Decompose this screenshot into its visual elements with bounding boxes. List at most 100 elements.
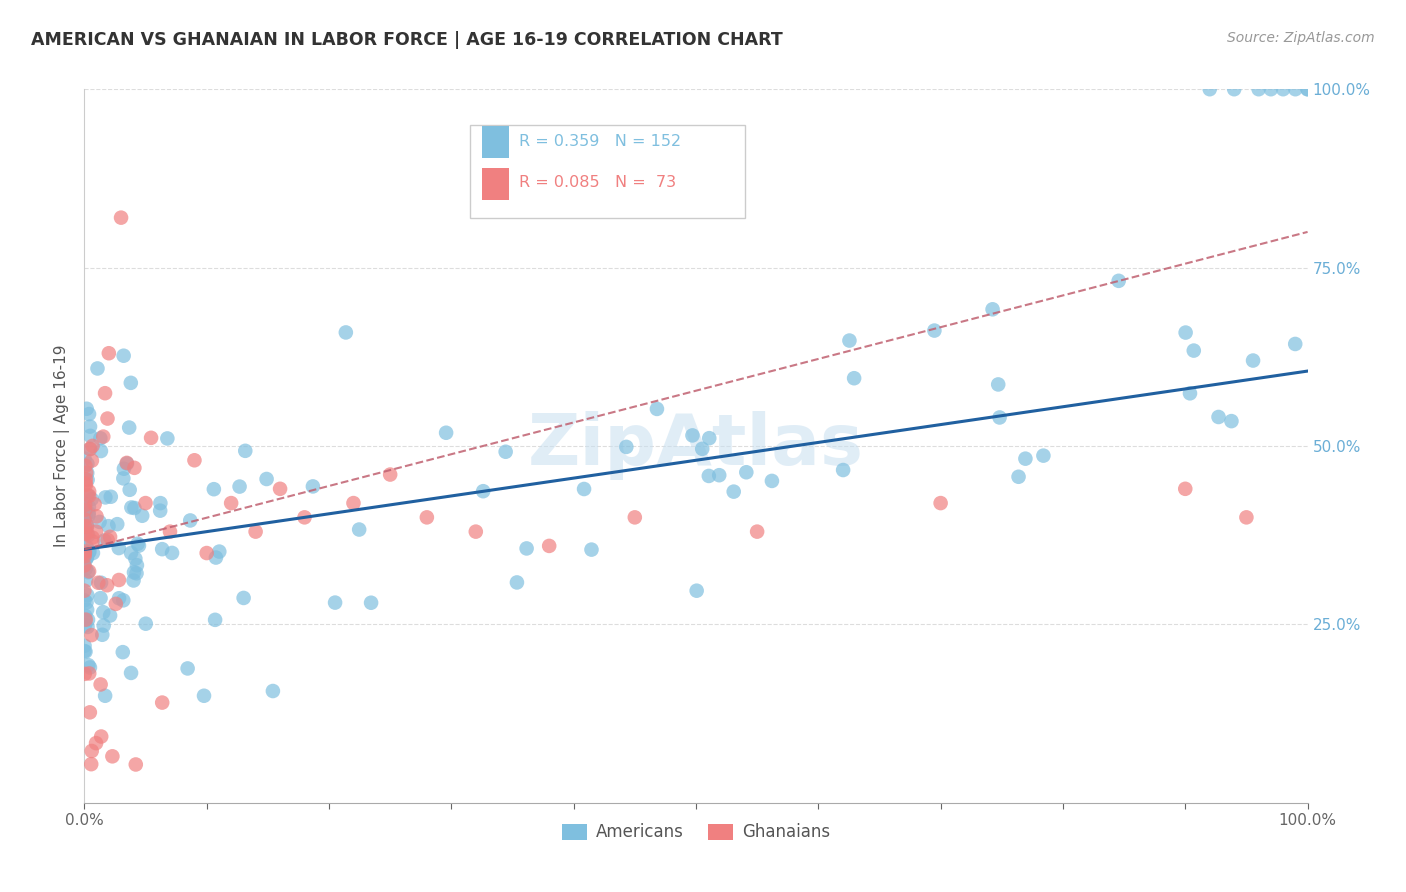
Point (96, 411, 118, 425)
Point (79, 419, 101, 434)
Point (76, 519, 98, 533)
Point (125, 566, 148, 581)
Point (89, 431, 111, 445)
Point (73, 644, 96, 658)
Point (159, 524, 181, 539)
Point (1260, 82, 1282, 96)
Point (73, 613, 96, 627)
Point (101, 749, 124, 764)
Point (115, 457, 138, 471)
Point (690, 442, 713, 456)
Point (924, 324, 946, 338)
Point (80, 757, 103, 772)
Point (82, 531, 104, 545)
Point (77, 489, 100, 503)
Point (87, 575, 110, 590)
Point (75, 476, 97, 491)
FancyBboxPatch shape (470, 125, 745, 218)
Point (202, 482, 225, 496)
Point (709, 468, 731, 483)
Point (79, 442, 101, 456)
Point (75, 478, 97, 492)
Point (735, 465, 758, 479)
Point (97, 533, 120, 547)
Point (380, 467, 402, 482)
Point (1223, 82, 1246, 96)
Point (111, 645, 134, 659)
Point (77, 484, 100, 499)
Point (150, 542, 173, 557)
Point (75, 551, 97, 566)
Point (1296, 82, 1319, 96)
Point (79, 429, 101, 443)
Point (82, 546, 104, 560)
Point (347, 523, 370, 537)
Point (100, 490, 122, 504)
Point (104, 597, 127, 611)
Point (193, 689, 215, 703)
Point (76, 620, 98, 634)
Point (645, 401, 668, 416)
Point (135, 496, 157, 510)
Point (77, 528, 100, 542)
Point (127, 537, 149, 551)
Point (91, 605, 114, 619)
Point (464, 524, 486, 539)
Point (110, 211, 132, 225)
Point (98, 530, 121, 544)
Point (1220, 414, 1243, 428)
Point (73, 666, 96, 681)
Point (205, 550, 228, 565)
Point (75, 613, 97, 627)
Point (73, 544, 96, 558)
Point (120, 665, 142, 680)
Point (75, 458, 97, 473)
Point (80, 744, 103, 758)
Point (118, 420, 141, 434)
Point (1284, 82, 1306, 96)
Point (156, 432, 179, 446)
Point (245, 524, 267, 539)
Point (73, 451, 96, 466)
Point (75, 472, 97, 486)
Point (90, 575, 112, 590)
Point (90, 677, 112, 691)
Point (93, 618, 115, 632)
Point (1236, 510, 1258, 524)
Point (75, 466, 97, 480)
Point (115, 456, 138, 470)
Point (1247, 82, 1270, 96)
Point (76, 526, 98, 541)
Point (988, 410, 1011, 425)
Point (76, 549, 98, 564)
Point (124, 551, 146, 566)
Point (122, 574, 145, 588)
Point (118, 483, 141, 497)
Point (73, 618, 96, 632)
Point (761, 474, 783, 488)
Point (1032, 449, 1054, 463)
Point (76, 540, 98, 554)
Point (1174, 326, 1197, 340)
Point (73, 542, 96, 557)
Point (80, 628, 103, 642)
Point (124, 500, 146, 515)
Point (120, 376, 142, 390)
Point (1014, 451, 1036, 466)
Point (73, 523, 96, 537)
Point (150, 696, 173, 710)
Point (112, 461, 135, 475)
Point (139, 431, 162, 445)
Point (122, 566, 145, 580)
Point (83, 497, 105, 511)
Point (91, 429, 114, 443)
Point (929, 496, 952, 510)
Point (75, 509, 97, 524)
Point (75, 562, 97, 576)
Point (179, 513, 201, 527)
Point (1296, 82, 1319, 96)
Point (96, 578, 118, 592)
Point (108, 541, 131, 555)
Point (360, 596, 382, 610)
Text: ZipAtlas: ZipAtlas (529, 411, 863, 481)
